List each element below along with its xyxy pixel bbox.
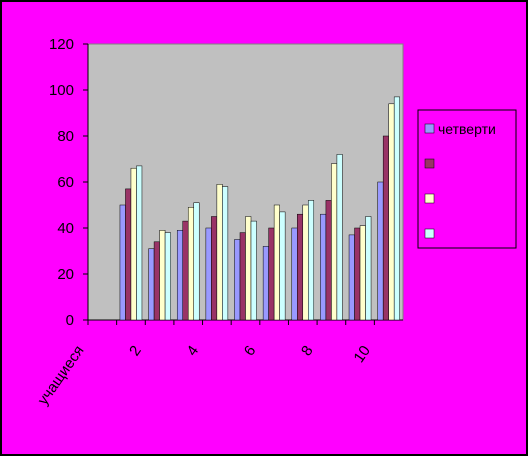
y-tick-label: 80	[57, 128, 74, 145]
y-tick-label: 20	[57, 266, 74, 283]
bar	[273, 204, 280, 321]
bar	[211, 216, 218, 321]
bar	[176, 230, 183, 321]
bar	[245, 216, 252, 321]
legend-label: четверти	[438, 121, 496, 137]
legend-swatch	[424, 228, 435, 239]
bar	[325, 200, 332, 321]
bar	[336, 154, 343, 321]
bar	[354, 227, 361, 321]
bar	[130, 167, 137, 321]
bar	[159, 230, 166, 321]
bar	[382, 135, 389, 321]
bar	[388, 103, 395, 321]
bar	[234, 239, 241, 321]
bar	[297, 213, 304, 321]
bar	[331, 163, 338, 321]
bar	[119, 204, 126, 321]
bar	[182, 220, 189, 321]
bar	[205, 227, 212, 321]
bar	[187, 207, 194, 321]
y-tick-label: 0	[66, 312, 74, 329]
bar	[302, 204, 309, 321]
bar	[153, 241, 160, 321]
bar	[164, 232, 171, 321]
bar	[320, 213, 327, 321]
bar	[365, 216, 372, 321]
bar	[262, 246, 269, 321]
y-tick-label: 60	[57, 174, 74, 191]
bar	[125, 188, 132, 321]
bar	[136, 165, 143, 321]
bar	[308, 200, 315, 321]
bar	[377, 181, 384, 321]
legend-swatch	[424, 193, 435, 204]
y-tick-label: 40	[57, 220, 74, 237]
bar	[359, 225, 366, 321]
legend	[417, 109, 517, 249]
bar	[393, 96, 400, 321]
bar	[250, 220, 257, 321]
bar	[291, 227, 298, 321]
bar	[148, 248, 155, 321]
x-tick-label: 10	[350, 343, 373, 366]
bar	[348, 234, 355, 321]
legend-swatch	[424, 158, 435, 169]
bar	[279, 211, 286, 321]
bar	[239, 232, 246, 321]
y-tick-label: 100	[49, 82, 74, 99]
bar	[222, 186, 229, 321]
y-tick-label: 120	[49, 36, 74, 53]
bar	[193, 202, 200, 321]
bar	[268, 227, 275, 321]
legend-swatch	[424, 123, 435, 134]
bar	[216, 184, 223, 321]
